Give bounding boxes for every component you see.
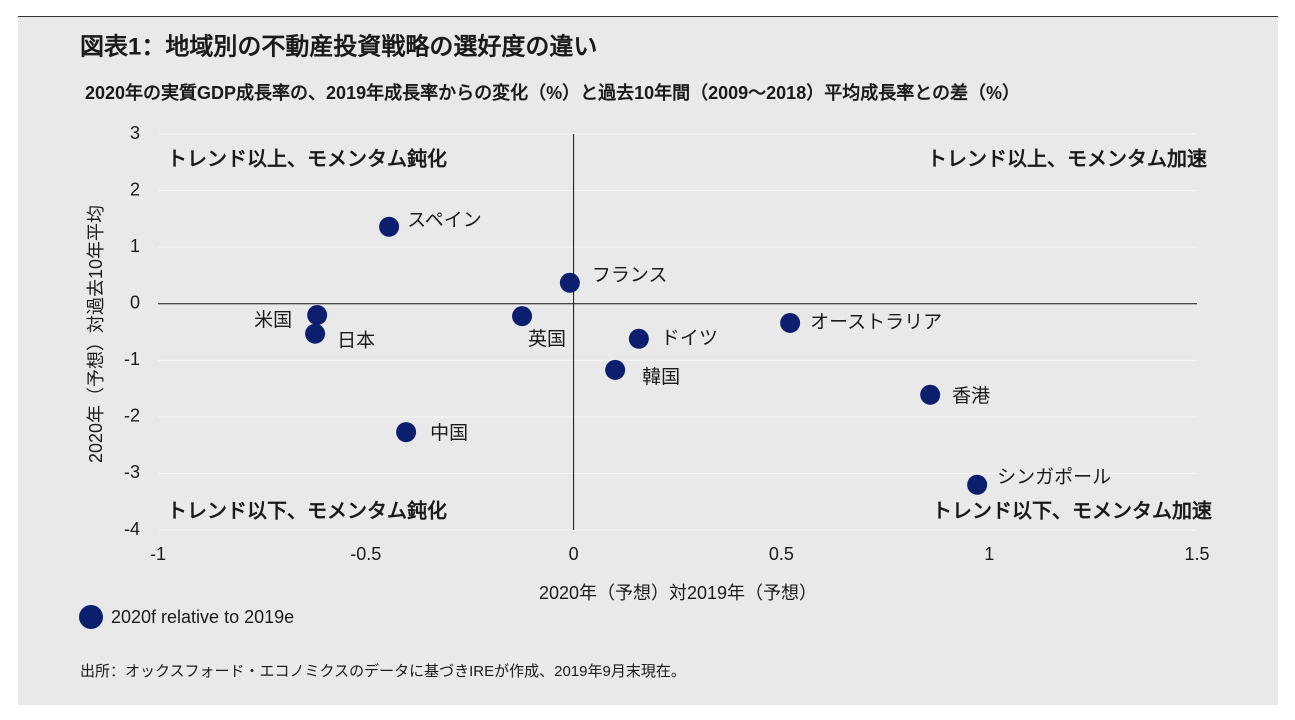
point-label: 中国 (430, 422, 468, 444)
y-tick-label: -4 (124, 519, 140, 539)
point (967, 474, 988, 495)
legend-label: 2020f relative to 2019e (111, 607, 294, 627)
point-label: 香港 (952, 385, 990, 407)
y-axis-label: 2020年（予想）対過去10年平均 (86, 205, 106, 463)
point (559, 272, 580, 293)
y-tick-label: -2 (124, 406, 140, 426)
point (512, 306, 533, 327)
chart-subtitle: 2020年の実質GDP成長率の、2019年成長率からの変化（%）と過去10年間（… (85, 82, 1020, 103)
x-tick-label: 1.5 (1184, 544, 1209, 564)
point (396, 422, 417, 443)
x-tick-label: -1 (150, 544, 166, 564)
point (307, 305, 328, 326)
point-label: オーストラリア (810, 312, 942, 333)
point (628, 328, 649, 349)
point-label: ドイツ (661, 328, 718, 349)
y-tick-label: 2 (130, 179, 140, 199)
point-label: フランス (592, 265, 668, 286)
point-label: 英国 (528, 328, 566, 350)
point-label: 米国 (254, 309, 292, 331)
source-note: 出所：オックスフォード・エコノミクスのデータに基づきIREが作成、2019年9月… (80, 662, 686, 680)
chart-title: 図表1：地域別の不動産投資戦略の選好度の違い (80, 32, 597, 60)
point (305, 323, 326, 344)
quadrant-label: トレンド以下、モメンタム加速 (932, 499, 1212, 522)
point-label: 日本 (337, 330, 375, 352)
y-tick-label: 0 (130, 292, 140, 312)
point (920, 384, 941, 405)
y-tick-label: -3 (124, 462, 140, 482)
quadrant-label: トレンド以上、モメンタム鈍化 (167, 146, 447, 170)
point (379, 216, 400, 237)
x-tick-label: 0 (569, 544, 579, 564)
quadrant-label: トレンド以下、モメンタム鈍化 (167, 498, 447, 522)
point-label: 韓国 (642, 366, 680, 388)
point (605, 359, 626, 380)
point (780, 312, 801, 333)
point-label: シンガポール (997, 466, 1111, 488)
legend-marker (79, 605, 103, 629)
y-tick-label: -1 (124, 349, 140, 369)
x-tick-label: -0.5 (350, 544, 381, 564)
x-tick-label: 0.5 (769, 544, 794, 564)
point-label: スペイン (407, 210, 482, 231)
y-tick-label: 3 (130, 123, 140, 143)
y-tick-label: 1 (130, 236, 140, 256)
x-axis-label: 2020年（予想）対2019年（予想） (539, 583, 817, 603)
x-tick-label: 1 (984, 544, 994, 564)
quadrant-label: トレンド以上、モメンタム加速 (927, 147, 1207, 170)
